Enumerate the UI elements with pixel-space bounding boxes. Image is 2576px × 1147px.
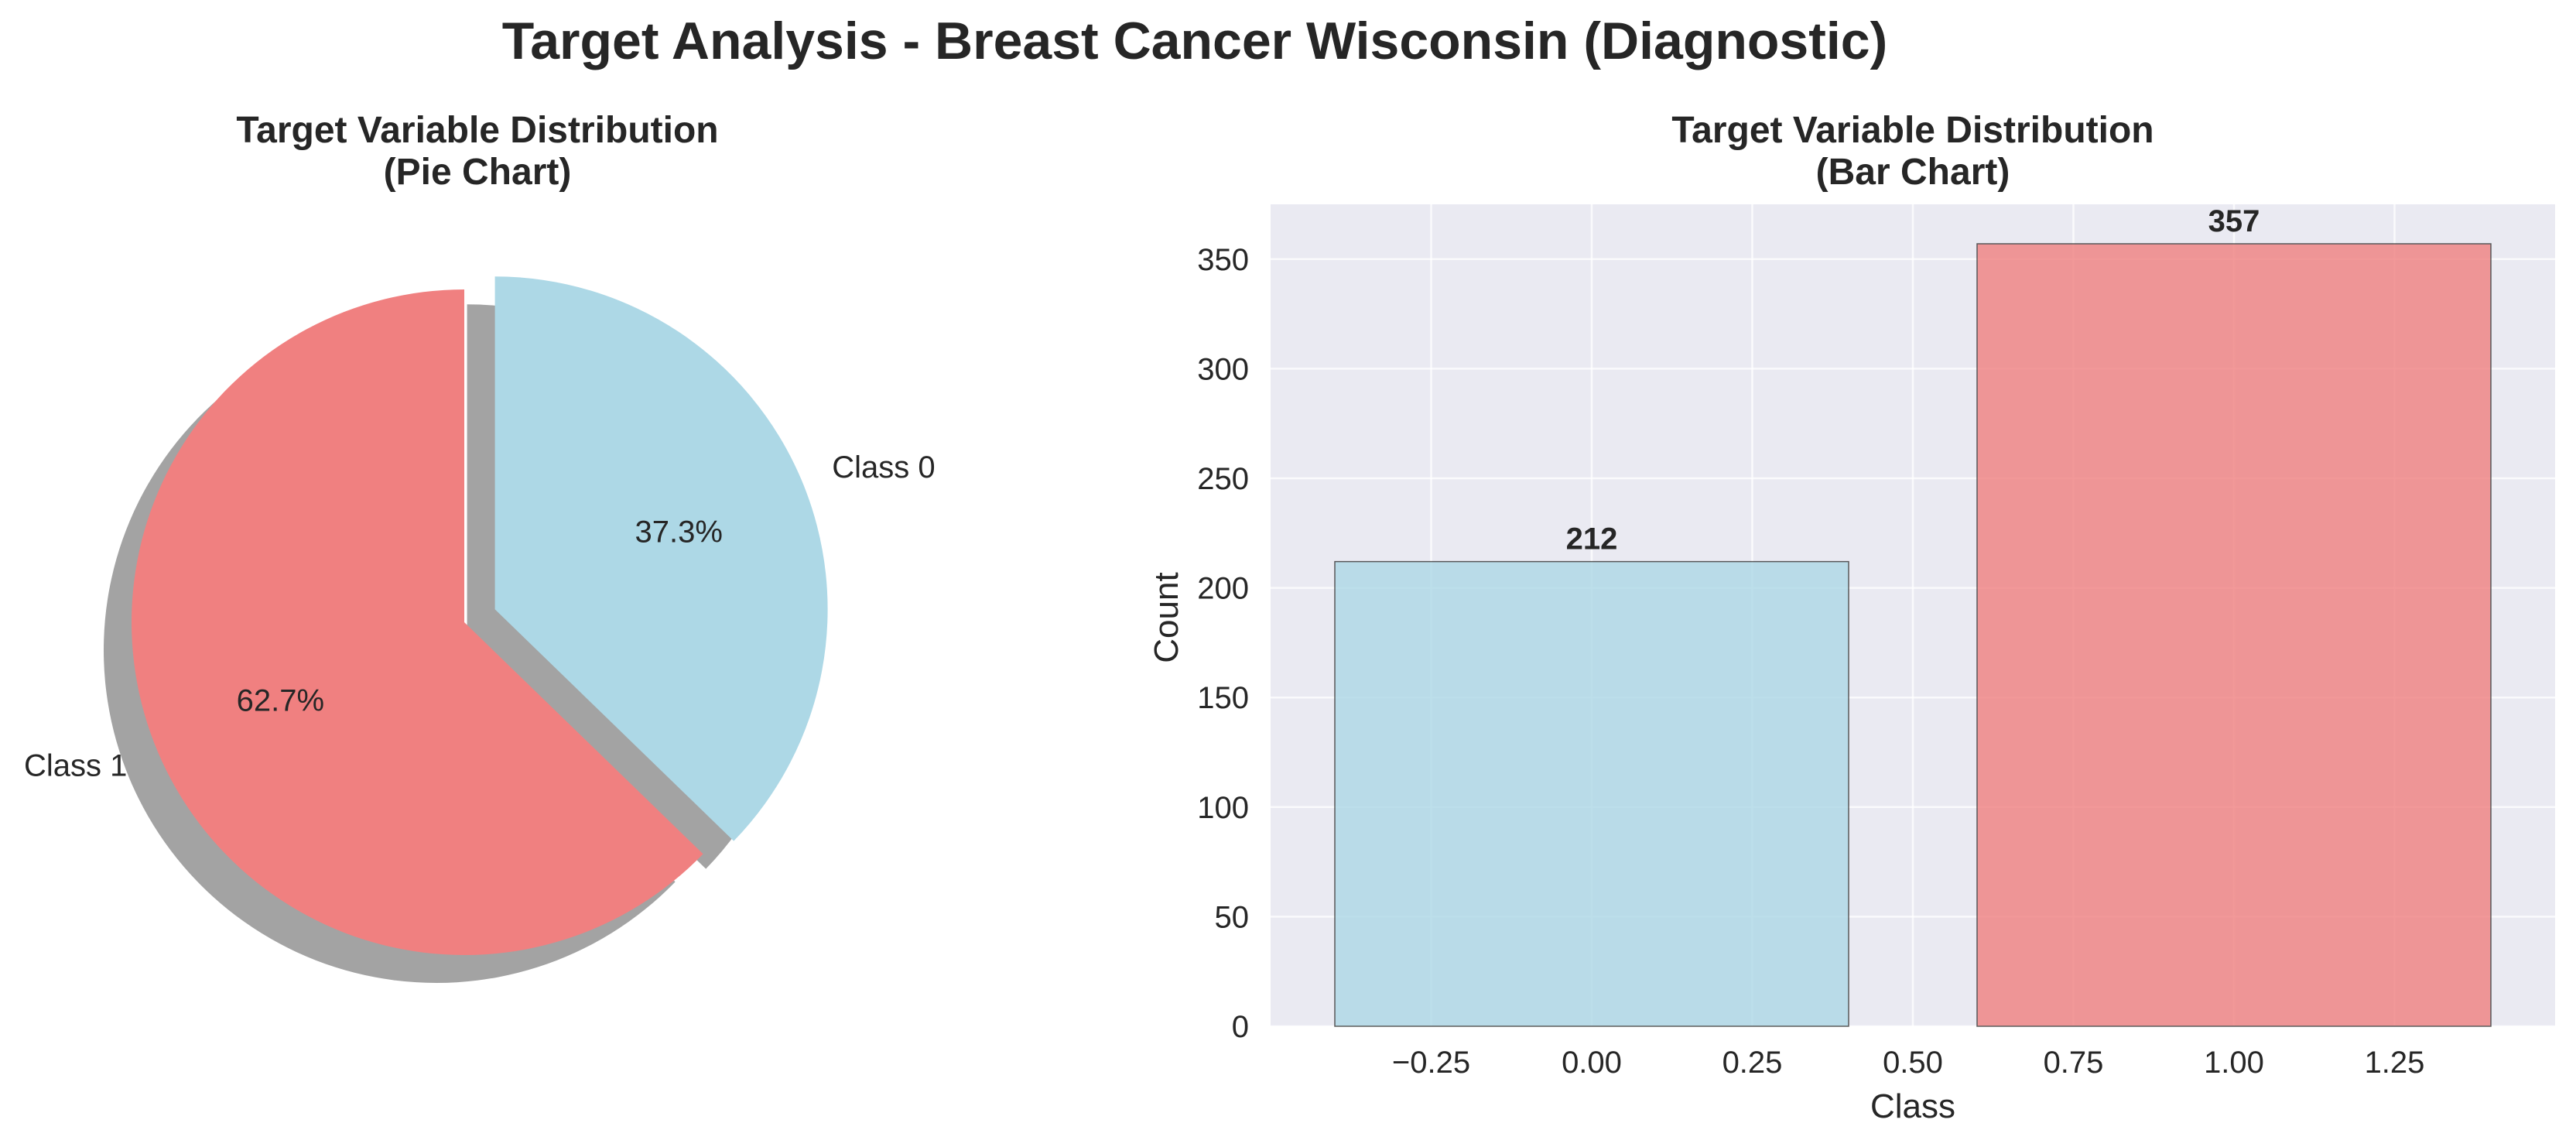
y-tick-label: 350 — [1197, 243, 1249, 277]
y-tick-label: 50 — [1215, 900, 1250, 934]
bar-chart: Target Variable Distribution (Bar Chart)… — [1148, 110, 2555, 1125]
pie-slice — [494, 276, 828, 841]
y-tick-label: 250 — [1197, 462, 1249, 496]
pie-title-line1: Target Variable Distribution — [236, 110, 718, 151]
y-tick-label: 0 — [1232, 1010, 1249, 1044]
bar-title-line1: Target Variable Distribution — [1671, 110, 2154, 151]
pie-category-label: Class 1 — [24, 748, 127, 782]
pie-slice — [131, 289, 703, 955]
pie-category-label: Class 0 — [832, 450, 935, 484]
x-tick-labels: −0.25 0.00 0.25 0.50 0.75 1.00 1.25 — [1392, 1046, 2425, 1080]
y-tick-label: 100 — [1197, 791, 1249, 825]
bar-title-line2: (Bar Chart) — [1816, 152, 2010, 193]
y-tick-labels: 0 50 100 150 200 250 300 350 — [1197, 243, 1249, 1044]
x-axis-label: Class — [1870, 1087, 1955, 1125]
pie-title-line2: (Pie Chart) — [384, 152, 572, 193]
pie-percentage-label: 37.3% — [635, 515, 722, 550]
pie-chart: Target Variable Distribution (Pie Chart)… — [24, 110, 936, 983]
y-tick-label: 300 — [1197, 352, 1249, 386]
bar-value-label: 212 — [1566, 522, 1618, 556]
pie-percentage-label: 62.7% — [237, 684, 324, 718]
bar-value-label: 357 — [2208, 204, 2260, 238]
bars — [1334, 243, 2492, 1027]
y-tick-label: 150 — [1197, 681, 1249, 715]
x-tick-label: 1.00 — [2204, 1046, 2264, 1080]
y-tick-label: 200 — [1197, 572, 1249, 606]
x-tick-label: 1.25 — [2365, 1046, 2425, 1080]
figure-suptitle: Target Analysis - Breast Cancer Wisconsi… — [502, 12, 1888, 70]
x-tick-label: −0.25 — [1392, 1046, 1470, 1080]
pie-labels: 62.7% Class 1 37.3% Class 0 — [24, 450, 936, 782]
pie-slices — [131, 276, 828, 955]
y-axis-label: Count — [1148, 572, 1185, 663]
bar — [1334, 560, 1849, 1027]
bar — [1976, 243, 2492, 1027]
bar-value-labels: 212 357 — [1566, 204, 2260, 556]
x-tick-label: 0.00 — [1562, 1046, 1622, 1080]
x-tick-label: 0.50 — [1883, 1046, 1943, 1080]
x-tick-label: 0.25 — [1722, 1046, 1783, 1080]
x-tick-label: 0.75 — [2044, 1046, 2104, 1080]
